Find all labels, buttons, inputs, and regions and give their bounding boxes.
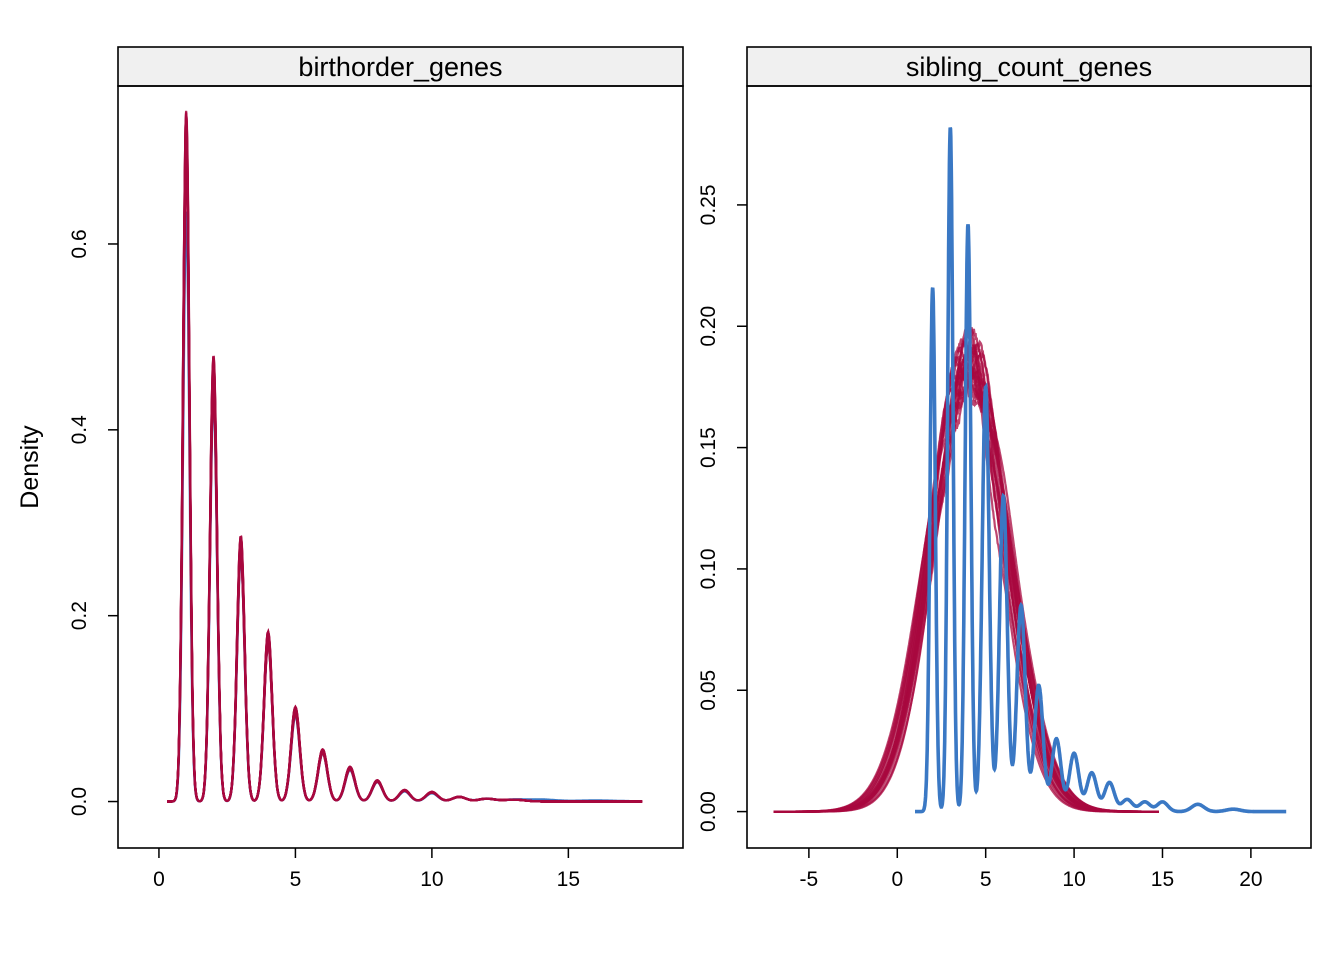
y-tick-label: 0.00 bbox=[697, 791, 720, 832]
simulated-density-line bbox=[167, 160, 643, 803]
x-tick-label: 20 bbox=[1239, 868, 1262, 891]
data-area bbox=[167, 110, 643, 803]
x-tick-label: 0 bbox=[891, 868, 903, 891]
panel-frame bbox=[117, 85, 684, 849]
simulated-density-line bbox=[167, 126, 643, 803]
x-tick-label: 5 bbox=[980, 868, 992, 891]
simulated-density-line bbox=[167, 132, 643, 803]
simulated-density-line bbox=[167, 153, 643, 803]
simulated-density-line bbox=[167, 112, 643, 803]
y-tick-label: 0.0 bbox=[68, 787, 91, 816]
simulated-density-line bbox=[167, 128, 643, 803]
simulated-density-line bbox=[167, 151, 643, 803]
simulated-density-line bbox=[167, 144, 643, 803]
y-axis-title-group: Density bbox=[16, 425, 44, 509]
y-tick-label: 0.2 bbox=[68, 601, 91, 630]
y-axis-title: Density bbox=[16, 425, 44, 509]
panel-title: birthorder_genes bbox=[298, 52, 502, 82]
y-tick-label: 0.15 bbox=[697, 427, 720, 468]
simulated-density-line bbox=[167, 117, 643, 803]
x-tick-label: 15 bbox=[1151, 868, 1174, 891]
panel-strip bbox=[117, 46, 684, 87]
x-tick-label: 0 bbox=[153, 868, 165, 891]
simulated-density-line bbox=[167, 148, 643, 803]
simulated-density-line bbox=[167, 113, 643, 803]
y-tick-label: 0.20 bbox=[697, 306, 720, 347]
simulated-density-line bbox=[167, 160, 643, 803]
observed-density-line bbox=[167, 211, 643, 803]
x-tick-label: 10 bbox=[420, 868, 443, 891]
y-tick-label: 0.4 bbox=[68, 415, 91, 445]
simulated-density-line bbox=[167, 154, 643, 803]
observed-density-line bbox=[915, 127, 1287, 814]
x-tick-label: -5 bbox=[800, 868, 819, 891]
y-tick-label: 0.05 bbox=[697, 670, 720, 711]
y-tick-label: 0.6 bbox=[68, 229, 91, 258]
simulated-density-line bbox=[167, 125, 643, 803]
x-tick-label: 15 bbox=[557, 868, 580, 891]
panel-title: sibling_count_genes bbox=[906, 52, 1152, 82]
simulated-density-line bbox=[167, 111, 643, 803]
simulated-density-line bbox=[167, 145, 643, 803]
simulated-density-line bbox=[167, 110, 643, 803]
simulated-density-line bbox=[167, 161, 643, 803]
panel-birthorder-genes: birthorder_genes 0 5 10 15 0.0 0.2 0.4 0.6 bbox=[68, 46, 684, 891]
panel-frame bbox=[746, 85, 1312, 849]
simulated-density-line bbox=[167, 115, 643, 803]
x-tick-label: 10 bbox=[1062, 868, 1085, 891]
y-tick-label: 0.10 bbox=[697, 548, 720, 589]
x-tick-label: 5 bbox=[290, 868, 302, 891]
panel-sibling-count-genes: sibling_count_genes -5 0 5 10 15 20 0.00 0.05 0.1… bbox=[697, 46, 1312, 891]
simulated-density-line bbox=[167, 162, 643, 803]
data-area bbox=[773, 127, 1287, 814]
y-tick-label: 0.25 bbox=[697, 184, 720, 225]
